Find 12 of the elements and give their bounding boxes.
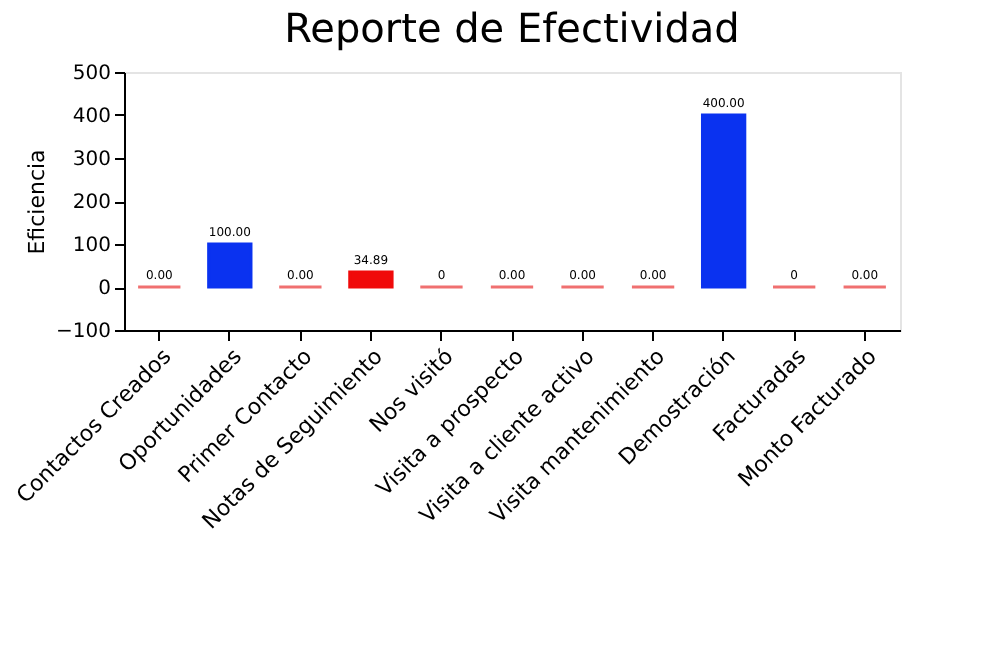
y-tick-label: 400 [72, 106, 111, 128]
bar [207, 242, 253, 289]
chart-title: Reporte de Efectividad [284, 4, 740, 52]
bar [348, 270, 394, 289]
y-tick-label: 0 [98, 278, 111, 300]
y-tick-label: −100 [56, 321, 111, 343]
y-tick-label: 200 [72, 192, 111, 214]
y-tick-label: 500 [72, 63, 111, 85]
y-axis-title: Eficiencia [24, 149, 51, 255]
y-tick-label: 300 [72, 149, 111, 171]
bar [700, 113, 747, 289]
y-tick-label: 100 [72, 235, 111, 257]
